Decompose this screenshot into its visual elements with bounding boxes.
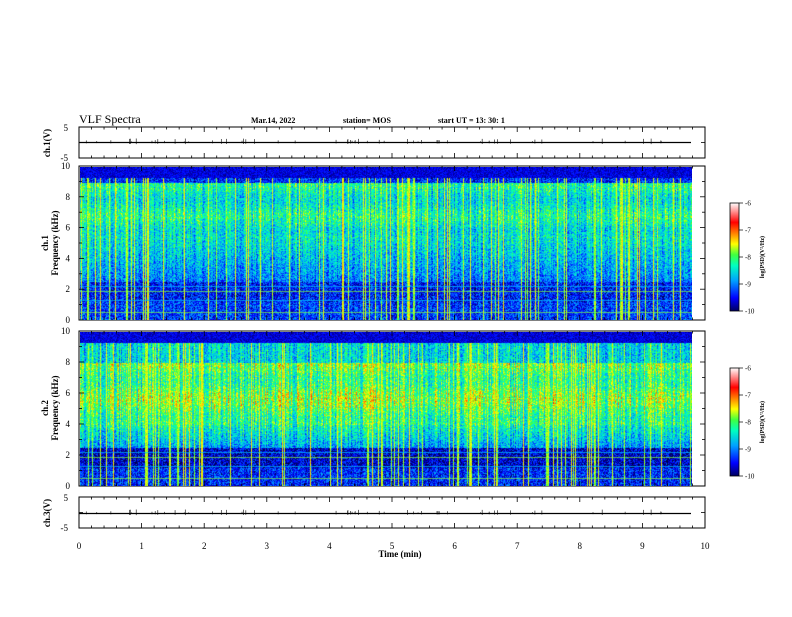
ch1-spectrogram-ylabel-channel: ch.1: [40, 235, 50, 251]
start-ut-label: start UT = 13: 30: 1: [438, 116, 505, 125]
ch2-spectrogram-ticks: [78, 330, 706, 487]
ch3-voltage-panel: 5 -5 ch.3(V): [42, 493, 706, 533]
colorbar-tick-label: -6: [745, 365, 751, 373]
ch1-colorbar: [729, 202, 740, 312]
ch1-colorbar-label: log(PSD)(V²/Hz): [759, 236, 766, 278]
ch3-voltage-spikes: [85, 509, 662, 516]
time-axis-tick-labels: 0 1 2 3 4 5 6 7 8 9 10: [77, 541, 710, 551]
freq-tick-label: 4: [66, 419, 71, 429]
time-tick-label: 7: [515, 541, 520, 551]
colorbar-tick-label: -7: [745, 392, 751, 400]
figure-title: VLF Spectra: [79, 112, 141, 126]
colorbar-tick-label: -10: [745, 473, 755, 481]
colorbar-tick-label: -10: [745, 308, 755, 316]
colorbar-tick-label: -8: [745, 254, 751, 262]
ch1-freq-tick-labels: 0 2 4 6 8 10: [61, 161, 71, 325]
ch3-ytick-bottom: -5: [61, 523, 69, 533]
time-tick-label: 1: [139, 541, 144, 551]
time-tick-label: 8: [578, 541, 583, 551]
ch2-colorbar: [729, 367, 740, 477]
freq-tick-label: 10: [61, 326, 71, 336]
freq-tick-label: 8: [66, 192, 71, 202]
colorbar-tick-label: -7: [745, 227, 751, 235]
ch3-voltage-ticks: [78, 496, 706, 529]
freq-tick-label: 10: [61, 161, 71, 171]
ch1-spectrogram-image: [79, 166, 692, 320]
freq-tick-label: 2: [66, 450, 71, 460]
time-axis-label: Time (min): [378, 549, 421, 559]
ch3-voltage-ylabel: ch.3(V): [42, 499, 52, 527]
ch1-ytick-bottom: -5: [61, 153, 69, 163]
ch2-colorbar-ticks: -6 -7 -8 -9 -10: [739, 365, 755, 481]
ch1-spectrogram-ticks: [78, 165, 706, 321]
colorbar-tick-label: -9: [745, 446, 751, 454]
ch1-ytick-top: 5: [64, 123, 69, 133]
freq-tick-label: 6: [66, 388, 71, 398]
colorbar-tick-label: -6: [745, 200, 751, 208]
freq-tick-label: 4: [66, 253, 71, 263]
colorbar-tick-label: -8: [745, 419, 751, 427]
ch1-spectrogram-ylabel-frequency: Frequency (kHz): [50, 210, 60, 275]
freq-tick-label: 8: [66, 357, 71, 367]
ch2-colorbar-label: log(PSD)(V²/Hz): [759, 401, 766, 443]
time-tick-label: 5: [390, 541, 395, 551]
ch1-colorbar-ticks: -6 -7 -8 -9 -10: [739, 200, 755, 316]
time-tick-label: 0: [77, 541, 82, 551]
ch1-spectrogram-panel: 0 2 4 6 8 10 ch.1 Frequency (kHz) -6 -7 -8 -9 -10…: [40, 161, 766, 325]
freq-tick-label: 0: [66, 481, 71, 491]
time-tick-label: 6: [452, 541, 457, 551]
colorbar-tick-label: -9: [745, 281, 751, 289]
time-tick-label: 9: [640, 541, 645, 551]
freq-tick-label: 0: [66, 315, 71, 325]
ch2-spectrogram-ylabel-channel: ch.2: [40, 400, 50, 416]
time-tick-label: 2: [202, 541, 207, 551]
ch1-voltage-ylabel: ch.1(V): [42, 129, 52, 157]
ch2-spectrogram-panel: 0 2 4 6 8 10 ch.2 Frequency (kHz) -6 -7 -8 -9 -10…: [40, 326, 766, 491]
ch1-voltage-panel: 5 -5 ch.1(V): [42, 123, 706, 163]
date-label: Mar.14, 2022: [251, 116, 295, 125]
time-tick-label: 4: [327, 541, 332, 551]
station-label: station= MOS: [343, 116, 391, 125]
freq-tick-label: 6: [66, 223, 71, 233]
ch2-spectrogram-ylabel-frequency: Frequency (kHz): [50, 375, 60, 440]
ch1-voltage-ticks: [78, 126, 706, 159]
time-tick-label: 3: [265, 541, 270, 551]
freq-tick-label: 2: [66, 284, 71, 294]
ch3-ytick-top: 5: [64, 493, 69, 503]
time-tick-label: 10: [701, 541, 711, 551]
ch1-voltage-spikes: [85, 138, 662, 145]
ch2-freq-tick-labels: 0 2 4 6 8 10: [61, 326, 71, 491]
ch2-spectrogram-image: [79, 331, 692, 486]
